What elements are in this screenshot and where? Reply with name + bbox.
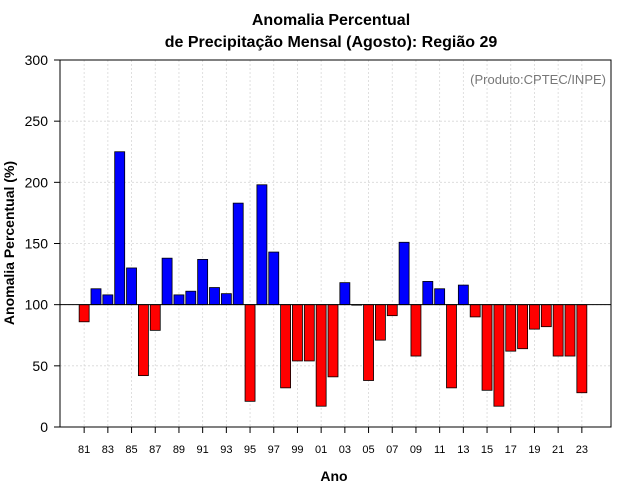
bar-20 bbox=[540, 304, 552, 328]
bar-11 bbox=[434, 288, 446, 306]
bar-85 bbox=[126, 267, 137, 306]
y-tick-label: 300 bbox=[25, 52, 49, 68]
bar-14 bbox=[469, 304, 481, 318]
x-tick-label: 07 bbox=[386, 444, 398, 456]
bar-99 bbox=[292, 304, 303, 362]
x-tick-label: 01 bbox=[315, 444, 327, 456]
bar-06 bbox=[374, 304, 386, 341]
x-tick-label: 05 bbox=[362, 444, 374, 456]
bar-01 bbox=[315, 304, 327, 407]
x-tick-label: 97 bbox=[268, 444, 280, 456]
bar-08 bbox=[398, 241, 410, 306]
x-tick-label: 19 bbox=[528, 444, 540, 456]
bar-81 bbox=[78, 304, 90, 323]
x-tick-label: 89 bbox=[173, 444, 185, 456]
y-tick-label: 250 bbox=[25, 113, 49, 129]
bar-82 bbox=[90, 288, 102, 306]
y-tick-label: 200 bbox=[25, 174, 49, 190]
bar-87 bbox=[149, 304, 161, 331]
bar-97 bbox=[268, 251, 280, 306]
x-tick-label: 23 bbox=[576, 444, 588, 456]
bar-02 bbox=[327, 304, 339, 378]
x-tick-label: 15 bbox=[481, 444, 493, 456]
bar-84 bbox=[114, 151, 126, 306]
bar-09 bbox=[410, 304, 422, 357]
y-tick-label: 150 bbox=[25, 236, 49, 252]
bar-23 bbox=[576, 304, 588, 394]
bar-91 bbox=[197, 259, 209, 306]
bar-00 bbox=[303, 304, 315, 362]
x-tick-label: 11 bbox=[434, 444, 445, 456]
x-tick-label: 13 bbox=[457, 444, 469, 456]
x-tick-label: 83 bbox=[102, 444, 114, 456]
x-tick-label: 99 bbox=[291, 444, 303, 456]
y-tick-label: 0 bbox=[40, 419, 48, 435]
bar-17 bbox=[505, 304, 517, 352]
bar-21 bbox=[552, 304, 564, 357]
y-tick-label: 50 bbox=[32, 358, 48, 374]
bar-10 bbox=[422, 281, 434, 306]
bar-95 bbox=[244, 304, 256, 402]
x-tick-label: 93 bbox=[220, 444, 232, 456]
bar-12 bbox=[446, 304, 457, 389]
bar-98 bbox=[280, 304, 292, 389]
bar-83 bbox=[102, 294, 114, 306]
x-tick-label: 81 bbox=[78, 444, 90, 456]
bar-15 bbox=[481, 304, 493, 391]
bar-89 bbox=[173, 294, 185, 306]
chart-title-line1: Anomalia Percentual bbox=[252, 12, 410, 29]
bar-18 bbox=[517, 304, 528, 350]
bar-03 bbox=[339, 282, 351, 306]
x-axis-label: Ano bbox=[320, 468, 347, 484]
bar-93 bbox=[220, 293, 232, 306]
y-axis-label: Anomalia Percentual (%) bbox=[1, 161, 17, 325]
x-tick-label: 17 bbox=[505, 444, 517, 456]
bar-86 bbox=[137, 304, 149, 377]
x-tick-label: 03 bbox=[339, 444, 351, 456]
bar-94 bbox=[232, 202, 244, 306]
x-tick-label: 09 bbox=[410, 444, 422, 456]
x-tick-label: 87 bbox=[149, 444, 161, 456]
bar-05 bbox=[363, 304, 374, 381]
bar-13 bbox=[457, 284, 469, 306]
bar-92 bbox=[209, 287, 220, 306]
x-tick-label: 91 bbox=[197, 444, 209, 456]
bar-90 bbox=[185, 290, 197, 306]
bar-88 bbox=[161, 257, 173, 306]
y-axis: 0 50 100 150 200 250 300 bbox=[25, 52, 60, 435]
bar-16 bbox=[493, 304, 505, 407]
watermark: (Produto:CPTEC/INPE) bbox=[470, 72, 606, 87]
x-axis: 81 83 85 87 89 91 93 95 97 99 01 03 05 07 09 11 13 15 17 19… bbox=[78, 427, 588, 456]
x-tick-label: 85 bbox=[125, 444, 137, 456]
y-tick-label: 100 bbox=[25, 297, 49, 313]
x-tick-label: 21 bbox=[552, 444, 564, 456]
x-tick-label: 95 bbox=[244, 444, 256, 456]
chart-title-line2: de Precipitação Mensal (Agosto): Região … bbox=[165, 34, 498, 51]
bar-19 bbox=[529, 304, 540, 330]
bar-07 bbox=[386, 304, 398, 317]
bar-96 bbox=[256, 184, 268, 306]
bar-22 bbox=[564, 304, 576, 357]
